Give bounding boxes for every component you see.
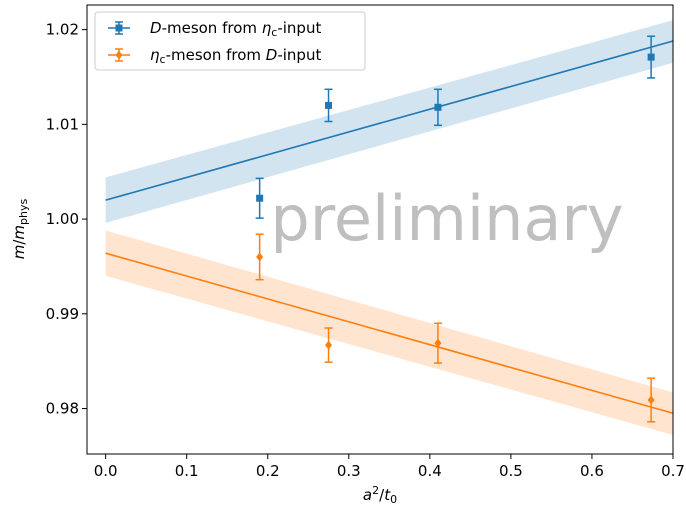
marker-diamond <box>647 395 655 405</box>
marker-square <box>325 101 333 109</box>
marker-diamond <box>256 252 264 262</box>
legend-marker-diamond <box>115 50 123 60</box>
point-series-0-3 <box>647 35 656 79</box>
point-series-1-2 <box>433 322 442 364</box>
marker-diamond <box>434 338 442 348</box>
marker-square <box>434 103 442 111</box>
x-tick-label: 0.1 <box>175 462 199 480</box>
legend-label-1: ηc-meson from D-input <box>150 46 321 66</box>
fit-line-series-0 <box>105 40 674 201</box>
marker-square <box>647 53 655 61</box>
point-series-1-0 <box>255 233 264 281</box>
data-points <box>255 35 656 423</box>
x-tick-label: 0.7 <box>661 462 685 480</box>
y-axis-label: m/mphys <box>10 198 30 259</box>
legend-marker-square <box>115 24 123 32</box>
legend: D-meson from ηc-input ηc-meson from D-inp… <box>94 11 366 71</box>
fit-lines <box>105 40 674 415</box>
point-series-0-2 <box>433 88 442 127</box>
x-tick-label: 0.0 <box>94 462 118 480</box>
y-tick-label: 0.99 <box>46 305 79 323</box>
legend-box <box>94 11 366 71</box>
preliminary-watermark: preliminary <box>270 182 623 255</box>
x-tick-label: 0.4 <box>418 462 442 480</box>
point-series-0-0 <box>255 177 264 219</box>
y-axis-ticks: 0.98 0.99 1.00 1.01 1.02 <box>46 21 87 418</box>
point-series-1-3 <box>647 377 656 423</box>
plot-frame <box>86 4 674 455</box>
legend-entry-1: ηc-meson from D-input <box>108 46 321 66</box>
x-tick-label: 0.3 <box>337 462 361 480</box>
y-tick-label: 1.00 <box>46 210 79 228</box>
marker-square <box>256 194 264 202</box>
legend-entry-0: D-meson from ηc-input <box>108 19 321 39</box>
y-tick-label: 0.98 <box>46 400 79 418</box>
x-axis-label: a2/t0 <box>363 484 397 506</box>
y-tick-label: 1.01 <box>46 115 79 133</box>
point-series-1-1 <box>324 327 333 363</box>
x-tick-label: 0.2 <box>256 462 280 480</box>
fit-line-series-1 <box>105 252 674 415</box>
x-axis-ticks: 0.0 0.1 0.2 0.3 0.4 0.5 0.6 0.7 <box>94 454 685 480</box>
band-series-0 <box>105 20 673 223</box>
y-tick-label: 1.02 <box>46 21 79 39</box>
x-tick-label: 0.5 <box>499 462 523 480</box>
x-tick-label: 0.6 <box>580 462 604 480</box>
legend-label-0: D-meson from ηc-input <box>150 19 321 39</box>
point-series-0-1 <box>324 88 333 123</box>
marker-diamond <box>325 340 333 350</box>
